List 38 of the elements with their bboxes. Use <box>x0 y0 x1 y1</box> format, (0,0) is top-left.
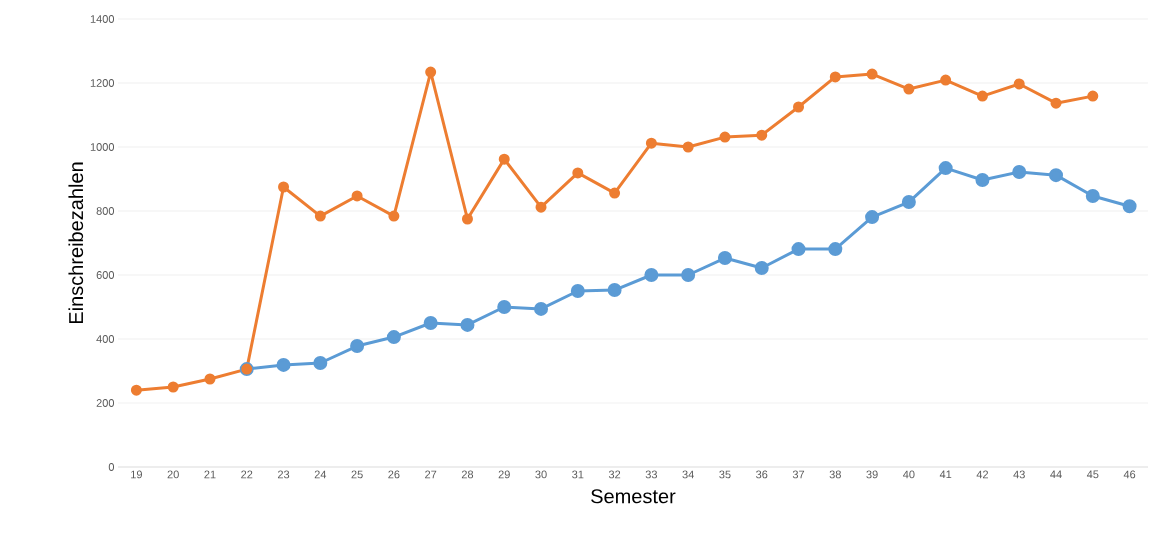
x-tick-label: 21 <box>204 470 216 479</box>
x-tick-label: 42 <box>976 470 989 479</box>
x-tick-label: 27 <box>425 470 437 479</box>
x-tick-label: 45 <box>1086 470 1099 479</box>
x-tick-label: 38 <box>829 470 841 479</box>
x-tick-label: 28 <box>461 470 474 479</box>
x-tick-label: 34 <box>682 470 694 479</box>
y-tick-label: 800 <box>96 207 115 215</box>
x-tick-label: 26 <box>388 470 400 479</box>
x-tick-label: 30 <box>535 470 547 479</box>
y-axis-title: Einschreibezahlen <box>68 162 84 324</box>
x-tick-label: 32 <box>608 470 621 479</box>
x-tick-label: 36 <box>756 470 768 479</box>
x-tick-label: 20 <box>167 470 179 479</box>
y-tick-label: 400 <box>96 335 115 343</box>
x-tick-label: 39 <box>866 470 878 479</box>
x-tick-label: 23 <box>277 470 290 479</box>
x-tick-label: 24 <box>314 470 327 479</box>
x-tick-label: 19 <box>131 470 142 479</box>
x-tick-label: 31 <box>572 470 584 479</box>
x-tick-label: 43 <box>1013 470 1025 479</box>
x-tick-label: 44 <box>1050 470 1062 479</box>
x-tick-label: 33 <box>645 470 658 479</box>
x-tick-label: 29 <box>498 470 510 479</box>
y-tick-label: 600 <box>96 271 115 279</box>
y-tick-label: 1200 <box>90 79 115 87</box>
y-tick-label: 1000 <box>90 143 115 151</box>
y-tick-label: 0 <box>108 463 115 471</box>
x-tick-label: 25 <box>351 470 363 479</box>
x-axis-title: Semester <box>591 489 676 504</box>
x-tick-label: 46 <box>1123 470 1136 479</box>
x-tick-label: 22 <box>241 470 253 479</box>
x-tick-label: 40 <box>903 470 915 479</box>
x-tick-label: 35 <box>719 470 731 479</box>
y-tick-label: 200 <box>96 399 115 407</box>
x-tick-label: 41 <box>939 470 952 479</box>
y-tick-label: 1400 <box>90 15 115 23</box>
x-tick-label: 37 <box>792 470 805 479</box>
